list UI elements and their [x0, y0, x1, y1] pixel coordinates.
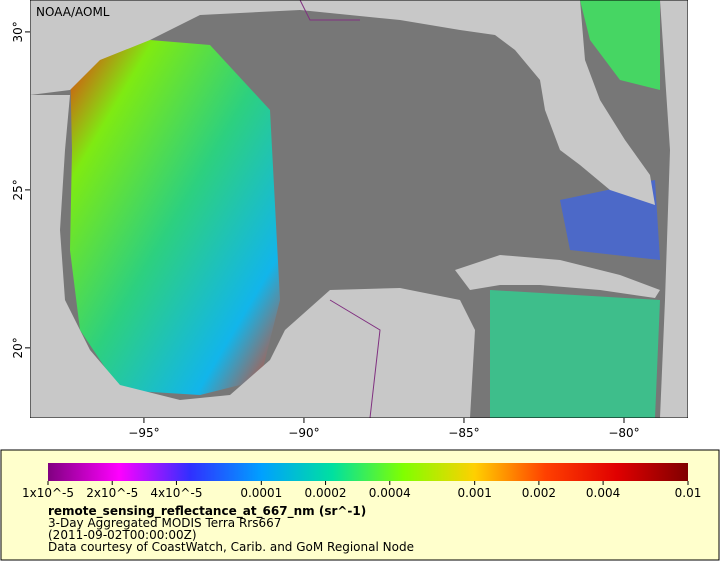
colorbar-tick-label: 0.002: [522, 486, 556, 500]
legend-line: 3-Day Aggregated MODIS Terra Rrs667: [48, 516, 281, 530]
x-tick-label: −80°: [608, 426, 639, 440]
land: [30, 95, 475, 418]
legend-line: (2011-09-02T00:00:00Z): [48, 528, 197, 542]
axes: −95° −90° −85° −80° 20° 25° 30°: [11, 21, 640, 440]
colorbar-tick-label: 1x10^-5: [22, 486, 74, 500]
data-coverage: [490, 290, 660, 418]
land: [30, 0, 655, 205]
legend-title: remote_sensing_reflectance_at_667_nm (sr…: [48, 504, 366, 519]
y-tick-label: 20°: [11, 337, 25, 358]
colorbar-tick-label: 0.0004: [369, 486, 411, 500]
colorbar-tick-label: 0.0002: [305, 486, 347, 500]
y-tick-label: 25°: [11, 179, 25, 200]
land: [455, 255, 660, 298]
x-tick-label: −85°: [448, 426, 479, 440]
map: NOAA/AOML: [30, 0, 688, 418]
x-tick-label: −90°: [288, 426, 319, 440]
colorbar-tick-label: 0.0001: [240, 486, 282, 500]
colorbar-tick-label: 0.001: [457, 486, 491, 500]
colorbar-tick-label: 4x10^-5: [150, 486, 202, 500]
colorbar-tick-label: 2x10^-5: [86, 486, 138, 500]
colorbar: [48, 463, 688, 481]
credit: NOAA/AOML: [36, 5, 110, 19]
data-coverage: [70, 40, 280, 395]
y-tick-label: 30°: [11, 21, 25, 42]
colorbar-tick-label: 0.01: [675, 486, 702, 500]
border: [299, 0, 381, 418]
data-coverage: [580, 0, 660, 90]
colorbar-axis: 1x10^-5 2x10^-5 4x10^-5 0.0001 0.0002 0.0004 0…: [22, 481, 701, 500]
legend-line: Data courtesy of CoastWatch, Carib. and …: [48, 540, 414, 554]
x-tick-label: −95°: [128, 426, 159, 440]
land: [660, 0, 688, 418]
colorbar-tick-label: 0.004: [586, 486, 620, 500]
data-coverage: [560, 180, 660, 260]
